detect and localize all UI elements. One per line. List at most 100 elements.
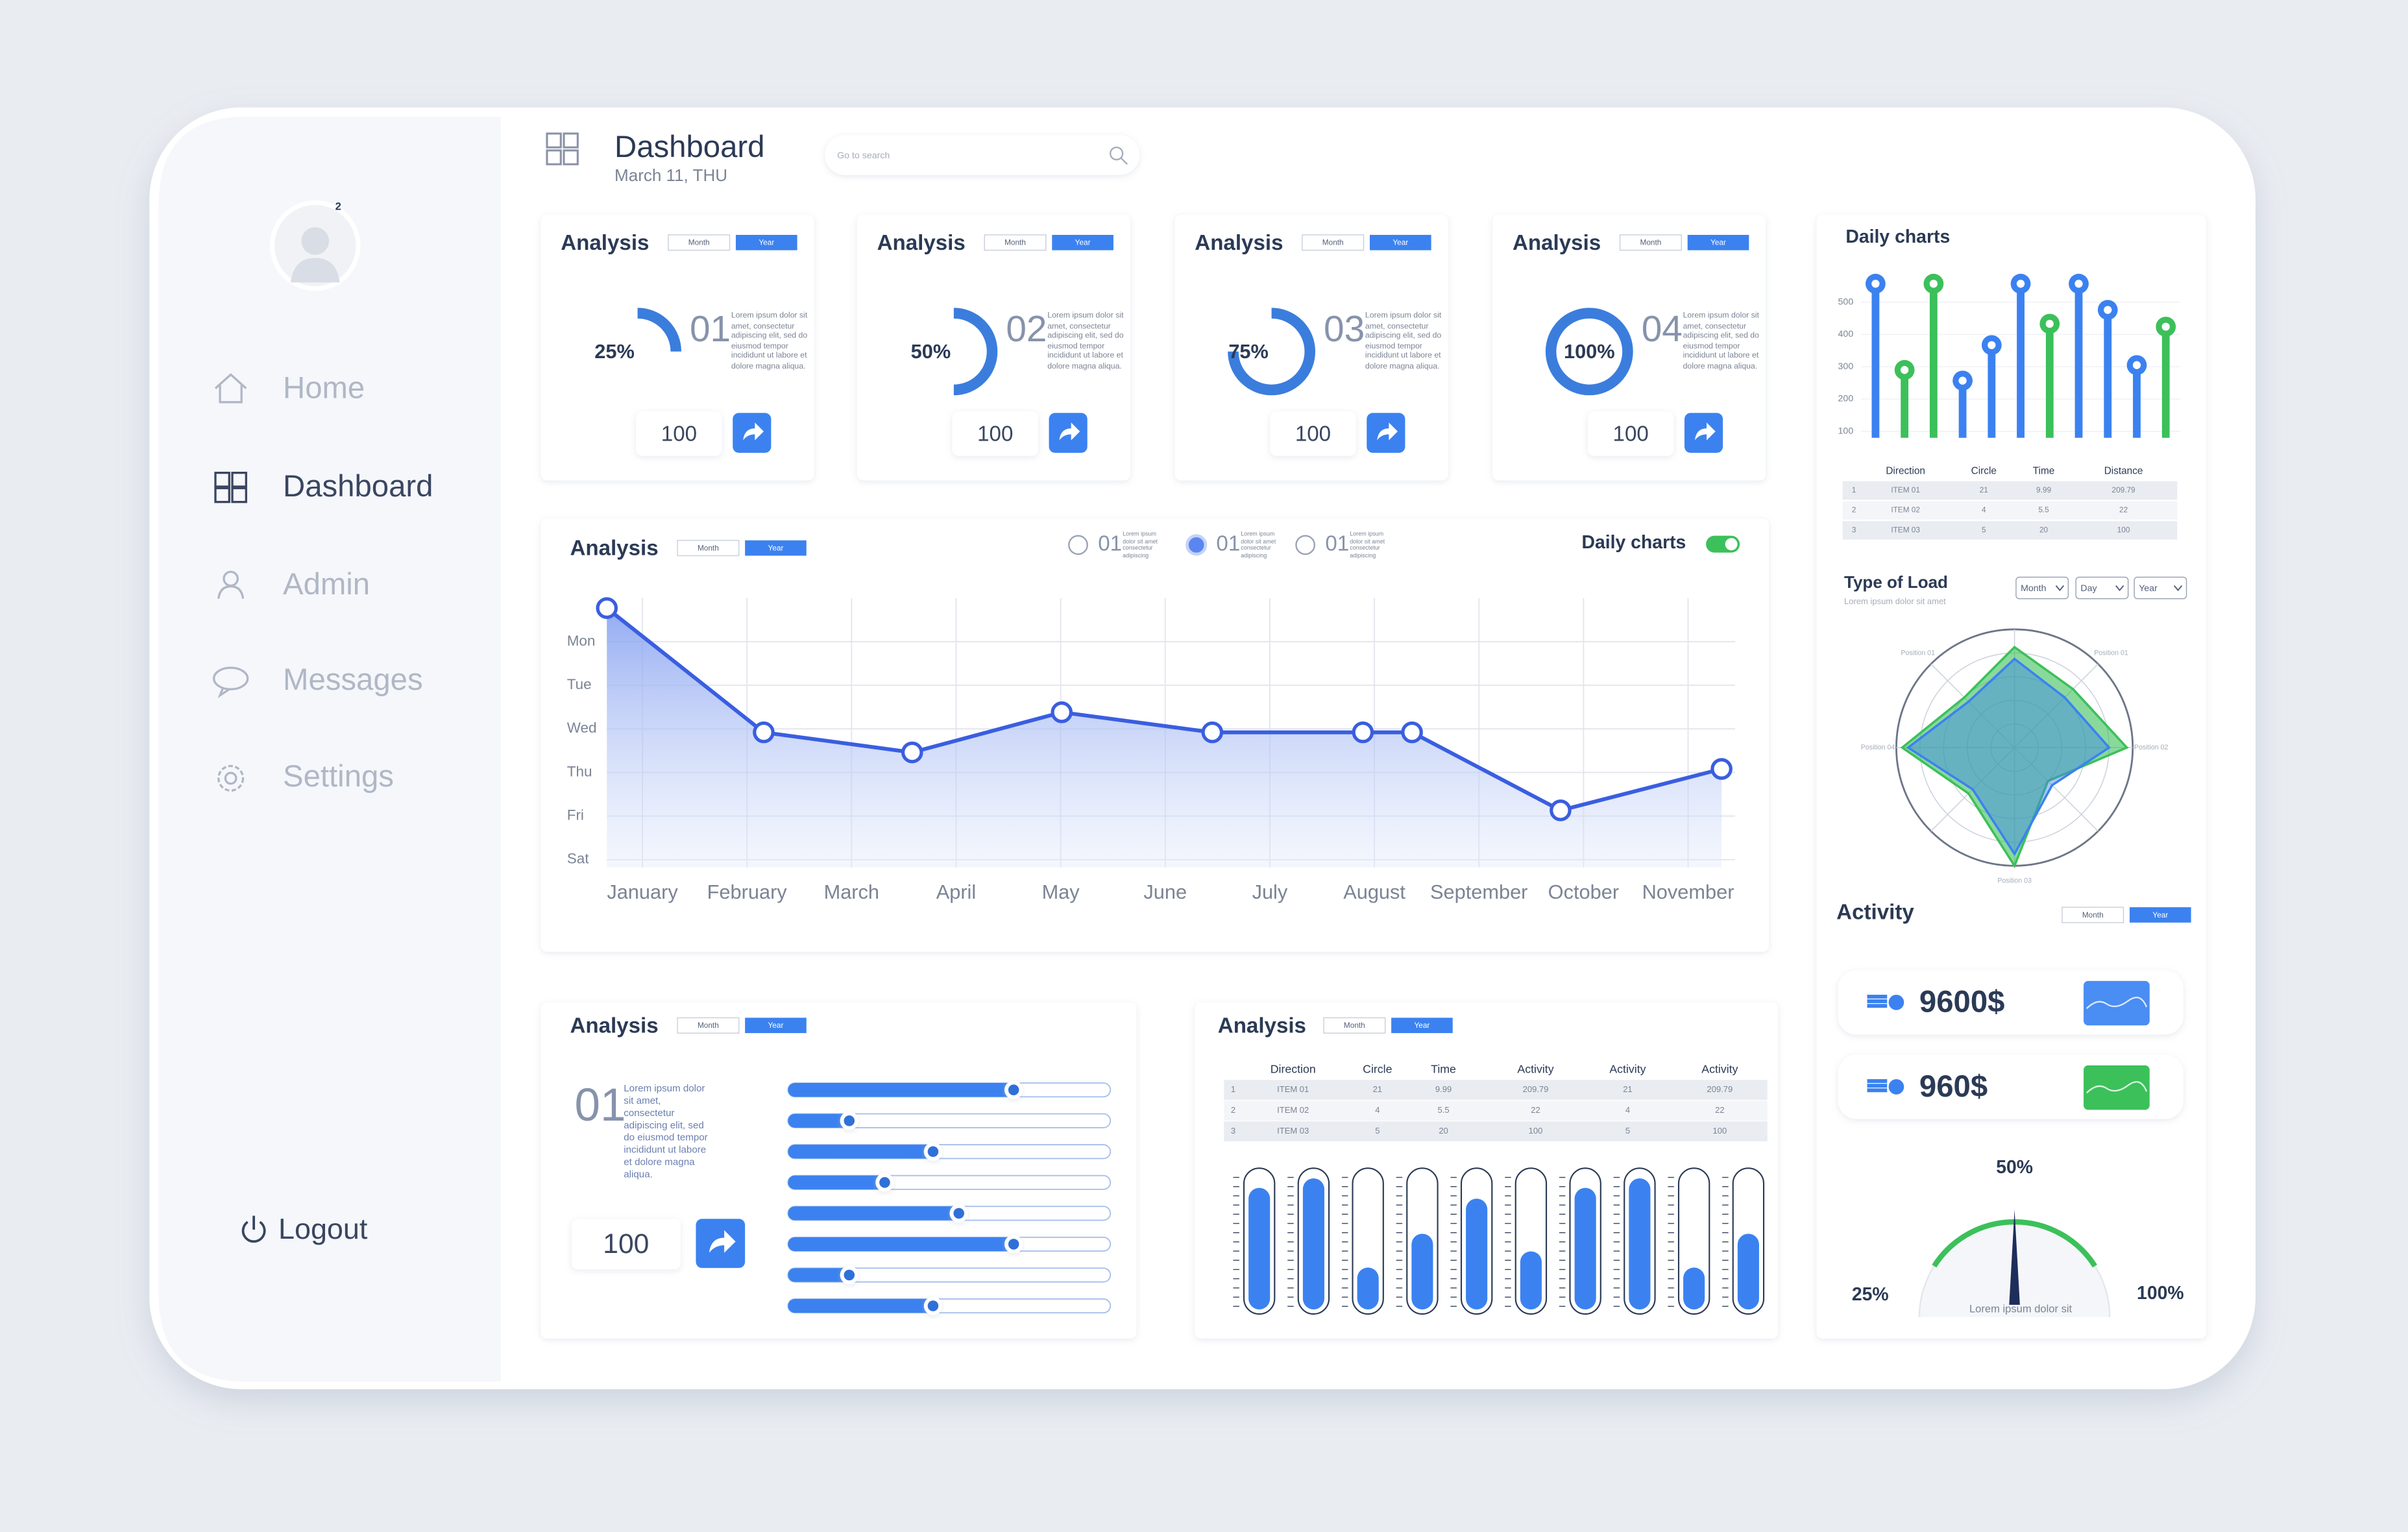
tab-month[interactable]: [677, 1017, 740, 1034]
capsule-bar: [1574, 1187, 1596, 1309]
card-text-box: Lorem ipsum dolor sit amet, consectetur …: [1365, 311, 1441, 371]
mini-chart: [2084, 1065, 2150, 1110]
tab-year-label: Year: [1414, 1021, 1429, 1030]
donut-label: 25%: [594, 340, 635, 363]
table-cell: 5: [1982, 525, 1986, 534]
table-row: [1224, 1121, 1768, 1141]
legend-number: 01: [1098, 532, 1122, 556]
y-tick-label: 100: [1838, 426, 1854, 437]
tab-month[interactable]: [984, 234, 1047, 251]
activity-amount: 9600$: [1919, 985, 2005, 1019]
tab-year[interactable]: [1687, 234, 1749, 250]
table-cell: 21: [1980, 485, 1988, 494]
tab-month[interactable]: [2061, 906, 2124, 923]
donut-arc: [1228, 308, 1315, 396]
card-text: Lorem ipsum dolor sit amet, consectetur …: [1047, 311, 1124, 371]
tab-year[interactable]: [735, 234, 797, 250]
logout-icon[interactable]: [241, 1215, 266, 1243]
radar-area: [1900, 645, 2129, 869]
table-cell: 4: [1375, 1105, 1380, 1115]
legend-number: 01: [1325, 532, 1349, 556]
tab-month-label: Month: [698, 543, 719, 552]
tab-month[interactable]: [668, 234, 731, 251]
table-cell: ITEM 02: [1891, 505, 1920, 515]
coin-icon: [1867, 994, 1888, 999]
card-number: 01: [575, 1080, 626, 1131]
x-tick-label: May: [1042, 881, 1080, 903]
y-tick-label: 200: [1838, 394, 1854, 404]
card-text-box: Lorem ipsum dolor sit amet, consectetur …: [624, 1084, 707, 1180]
slider-fill: [788, 1237, 1014, 1252]
x-tick-label: November: [1642, 881, 1734, 903]
tab-month[interactable]: [1619, 234, 1682, 251]
table-header: Activity: [1517, 1063, 1553, 1076]
dropdown[interactable]: [2075, 576, 2129, 600]
table-header: Activity: [1609, 1063, 1646, 1076]
gauge-caption: Lorem ipsum dolor sit: [1969, 1302, 2073, 1315]
capsule-bar: [1302, 1178, 1324, 1309]
bar-cap-inner: [2045, 319, 2054, 328]
dropdown[interactable]: [2134, 576, 2187, 600]
grid-icon: [214, 471, 230, 488]
card-title: Activity: [1836, 900, 1914, 924]
tab-month[interactable]: [1323, 1017, 1386, 1034]
tab-year[interactable]: [745, 1017, 807, 1034]
settings-icon: [224, 772, 237, 785]
menu-item[interactable]: Settings: [217, 759, 394, 794]
capsule-bar: [1629, 1178, 1651, 1309]
table-cell: 5: [1375, 1126, 1380, 1136]
coin-icon: [1867, 1004, 1888, 1008]
tab-year[interactable]: [745, 540, 807, 556]
line-point: [1352, 721, 1374, 744]
menu-item[interactable]: Dashboard: [214, 469, 433, 504]
table-row: [1224, 1100, 1768, 1121]
tab-year[interactable]: [1052, 234, 1113, 250]
table-cell: 22: [2119, 505, 2128, 515]
y-tick-label: Tue: [567, 676, 592, 692]
slider-knob-dot: [953, 1208, 964, 1219]
table-cell: 3: [1231, 1126, 1235, 1136]
grid-icon: [214, 487, 230, 504]
legend-radio[interactable]: [1295, 535, 1316, 555]
tab-month-label: Month: [2082, 910, 2104, 919]
legend-radio[interactable]: [1186, 534, 1208, 556]
tab-month[interactable]: [1302, 234, 1365, 251]
radar-label: Position 01: [1901, 649, 1935, 657]
tab-year[interactable]: [1391, 1017, 1453, 1034]
tab-year[interactable]: [1369, 234, 1431, 250]
menu-item[interactable]: Messages: [212, 663, 423, 699]
radar-label: Position 01: [2094, 649, 2128, 657]
tab-month[interactable]: [677, 540, 740, 557]
tab-year[interactable]: [2130, 907, 2191, 923]
coin-icon: [1867, 1079, 1888, 1084]
tab-month-label: Month: [698, 1021, 719, 1030]
dashboard-icon: [563, 132, 579, 149]
table-header: Direction: [1271, 1063, 1316, 1076]
search-box[interactable]: [825, 135, 1140, 175]
avatar-body: [290, 258, 340, 283]
coin-icon: [1888, 994, 1904, 1010]
x-tick-label: February: [707, 881, 788, 903]
bar: [1958, 380, 1967, 438]
menu-item[interactable]: Admin: [217, 567, 370, 602]
legend-text-box: Lorem ipsum dolor sit amet consectetur a…: [1241, 531, 1276, 559]
table-cell: ITEM 01: [1277, 1084, 1309, 1094]
card-title: Analysis: [561, 231, 649, 255]
table-cell: ITEM 01: [1891, 485, 1920, 494]
legend-radio[interactable]: [1068, 535, 1088, 555]
menu-label: Dashboard: [283, 469, 433, 504]
dropdown[interactable]: [2015, 576, 2069, 600]
value-box-text: 100: [977, 422, 1013, 446]
tab-month-label: Month: [688, 238, 710, 247]
mini-chart-line: [2086, 996, 2148, 1010]
slider-fill: [788, 1175, 885, 1189]
avatar-badge: 2: [335, 201, 341, 213]
table-cell: 9.99: [2036, 485, 2051, 494]
menu-item[interactable]: Home: [214, 371, 365, 405]
tab-year-label: Year: [1393, 238, 1408, 247]
line-point: [1710, 758, 1733, 780]
y-tick-label: Sat: [567, 851, 589, 867]
line-area: [607, 608, 1722, 868]
